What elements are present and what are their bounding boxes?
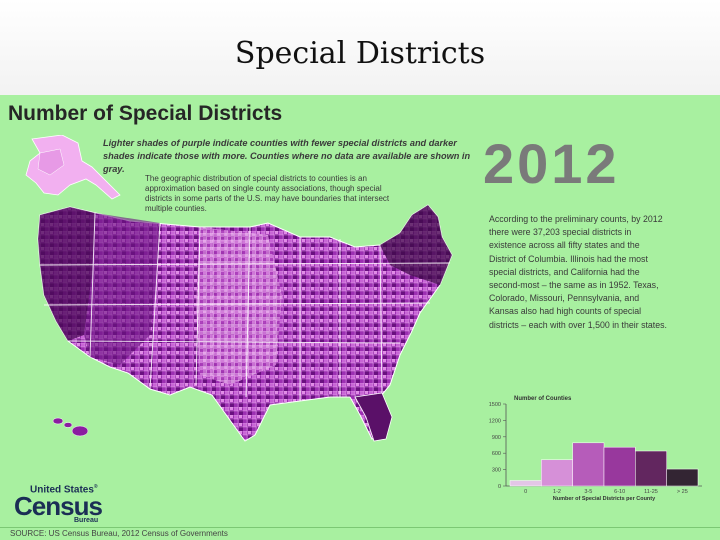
census-bureau-logo: United States® Census Bureau bbox=[14, 484, 103, 524]
census-poster: Number of Special Districts Lighter shad… bbox=[0, 95, 720, 540]
hawaii-region bbox=[52, 417, 89, 437]
summary-text: According to the preliminary counts, by … bbox=[489, 214, 667, 330]
histogram-bar bbox=[635, 450, 667, 487]
histogram-bar bbox=[603, 446, 636, 487]
histogram-bar bbox=[541, 459, 573, 487]
x-tick-label: > 25 bbox=[677, 489, 688, 495]
us-county-map bbox=[25, 135, 453, 442]
x-tick-label: 6-10 bbox=[614, 489, 625, 495]
y-tick-label: 1200 bbox=[489, 418, 501, 424]
y-tick-label: 0 bbox=[498, 484, 501, 490]
y-tick-label: 600 bbox=[492, 451, 501, 457]
x-tick-label: 0 bbox=[524, 489, 527, 495]
y-tick-label: 1500 bbox=[489, 402, 501, 408]
x-tick-label: 11-25 bbox=[644, 489, 658, 495]
y-tick-label: 300 bbox=[492, 468, 501, 474]
histogram-bar bbox=[509, 480, 542, 487]
geo-note: The geographic distribution of special d… bbox=[145, 174, 390, 213]
histogram-chart: Number of Counties 0 300 600 900 1200 1500 0 1… bbox=[489, 396, 702, 502]
histogram-title: Number of Counties bbox=[514, 396, 572, 402]
legend-note: Lighter shades of purple indicate counti… bbox=[103, 138, 471, 174]
slide-header bbox=[0, 0, 720, 95]
year-label: 2012 bbox=[483, 132, 620, 195]
histogram-bar bbox=[666, 468, 699, 487]
y-tick-label: 900 bbox=[492, 435, 501, 441]
source-note: SOURCE: US Census Bureau, 2012 Census of… bbox=[0, 527, 720, 540]
poster-title: Number of Special Districts bbox=[8, 102, 283, 125]
histogram-bar bbox=[572, 442, 605, 487]
slide-title: Special Districts bbox=[234, 36, 486, 71]
x-tick-label: 1-2 bbox=[553, 489, 561, 495]
x-tick-label: 3-5 bbox=[584, 489, 592, 495]
florida-region bbox=[354, 392, 393, 442]
x-axis-label: Number of Special Districts per County bbox=[553, 496, 656, 502]
